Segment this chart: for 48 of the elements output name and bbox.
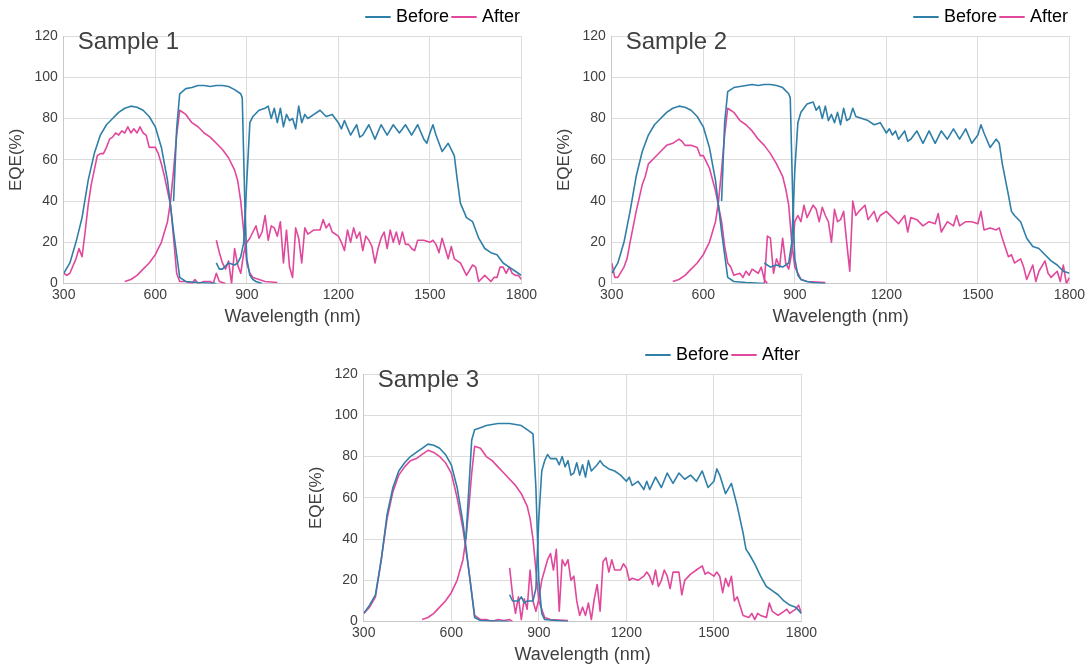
y-tick-label: 60 bbox=[42, 150, 58, 167]
x-tick-label: 1500 bbox=[962, 285, 994, 302]
x-axis-title: Wavelength (nm) bbox=[224, 306, 361, 327]
x-tick-label: 1800 bbox=[1053, 285, 1086, 302]
y-tick-label: 100 bbox=[34, 68, 58, 85]
y-tick-label: 20 bbox=[590, 233, 606, 250]
x-tick-label: 1200 bbox=[610, 623, 643, 640]
y-tick-label: 20 bbox=[342, 571, 358, 588]
x-tick-label: 600 bbox=[691, 285, 716, 302]
y-tick-label: 120 bbox=[582, 26, 606, 43]
x-tick-label: 1200 bbox=[870, 285, 903, 302]
x-tick-label: 1800 bbox=[505, 285, 538, 302]
x-tick-label: 600 bbox=[439, 623, 464, 640]
y-tick-label: 40 bbox=[42, 191, 58, 208]
x-tick-label: 900 bbox=[235, 285, 259, 302]
y-axis-title: EQE(%) bbox=[5, 128, 25, 191]
legend-label: After bbox=[481, 5, 521, 26]
x-axis-title: Wavelength (nm) bbox=[514, 644, 651, 665]
legend-label: After bbox=[761, 343, 801, 364]
legend-label: Before bbox=[943, 5, 997, 26]
y-tick-label: 40 bbox=[342, 529, 358, 546]
x-tick-label: 600 bbox=[143, 285, 168, 302]
y-tick-label: 40 bbox=[590, 191, 606, 208]
chart-title: Sample 3 bbox=[377, 364, 480, 392]
y-tick-label: 60 bbox=[590, 150, 606, 167]
y-tick-label: 120 bbox=[334, 364, 358, 381]
legend-label: After bbox=[1029, 5, 1069, 26]
x-tick-label: 1200 bbox=[322, 285, 355, 302]
y-tick-label: 80 bbox=[590, 109, 606, 126]
y-tick-label: 20 bbox=[42, 233, 58, 250]
y-axis-title: EQE(%) bbox=[553, 128, 573, 191]
y-tick-label: 80 bbox=[42, 109, 58, 126]
y-tick-label: 100 bbox=[582, 68, 606, 85]
y-tick-label: 80 bbox=[342, 447, 358, 464]
x-tick-label: 1800 bbox=[785, 623, 818, 640]
x-tick-label: 1500 bbox=[698, 623, 730, 640]
chart-title: Sample 2 bbox=[625, 26, 728, 54]
y-tick-label: 60 bbox=[342, 488, 358, 505]
x-axis-title: Wavelength (nm) bbox=[772, 306, 909, 327]
legend-label: Before bbox=[675, 343, 729, 364]
x-tick-label: 900 bbox=[527, 623, 551, 640]
y-axis-title: EQE(%) bbox=[305, 466, 325, 529]
y-tick-label: 120 bbox=[34, 26, 58, 43]
legend-label: Before bbox=[395, 5, 449, 26]
x-tick-label: 900 bbox=[783, 285, 807, 302]
y-tick-label: 100 bbox=[334, 406, 358, 423]
x-tick-label: 1500 bbox=[414, 285, 446, 302]
chart-title: Sample 1 bbox=[77, 26, 180, 54]
